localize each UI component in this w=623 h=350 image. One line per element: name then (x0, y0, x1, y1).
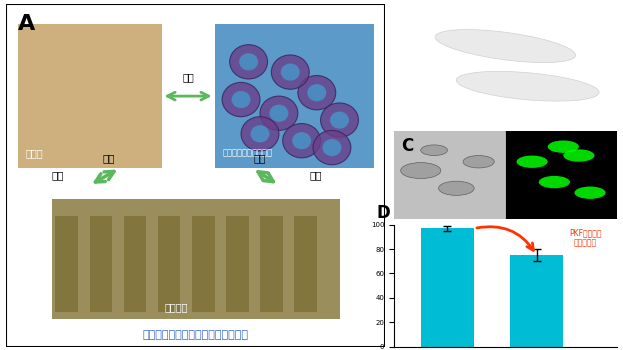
Bar (394, 131, 505, 219)
Bar (17, 24, 161, 168)
Circle shape (232, 91, 250, 108)
Circle shape (574, 187, 606, 199)
Circle shape (439, 181, 474, 195)
Bar (226, 216, 249, 312)
Bar (52, 199, 340, 319)
Circle shape (222, 82, 260, 117)
Bar (421, 229, 474, 346)
Circle shape (298, 76, 336, 110)
Text: 感染: 感染 (309, 170, 321, 180)
Bar (192, 216, 214, 312)
Bar (510, 255, 563, 346)
Circle shape (260, 96, 298, 131)
Circle shape (321, 103, 358, 137)
Circle shape (421, 145, 447, 155)
Circle shape (307, 84, 326, 101)
Bar (505, 131, 617, 219)
Circle shape (516, 155, 548, 168)
Text: 防御: 防御 (102, 153, 115, 163)
Text: 競争: 競争 (182, 72, 194, 82)
Circle shape (241, 117, 279, 151)
Circle shape (270, 105, 288, 122)
Circle shape (272, 55, 309, 89)
Bar (214, 24, 374, 168)
Text: D: D (376, 204, 390, 222)
Circle shape (330, 112, 349, 129)
Bar (90, 216, 112, 312)
Bar (55, 216, 78, 312)
Text: 寄生蜂: 寄生蜂 (25, 148, 43, 158)
Circle shape (463, 155, 494, 168)
Circle shape (281, 63, 300, 80)
Text: C: C (401, 137, 413, 155)
Circle shape (313, 131, 351, 165)
Ellipse shape (435, 30, 576, 63)
Circle shape (239, 53, 258, 70)
Circle shape (548, 140, 579, 153)
Text: ウイルスと寄生蜂とイモムシの関係: ウイルスと寄生蜂とイモムシの関係 (143, 330, 249, 340)
Text: PKFの発現を
阻害すると: PKFの発現を 阻害すると (569, 229, 602, 248)
Text: イモムシ: イモムシ (165, 302, 188, 312)
Text: 昆虫ポックスウイルス: 昆虫ポックスウイルス (222, 149, 272, 158)
Circle shape (292, 132, 311, 149)
Text: A: A (17, 14, 35, 34)
Circle shape (250, 125, 270, 142)
Circle shape (230, 45, 267, 79)
Circle shape (539, 176, 570, 188)
Ellipse shape (456, 71, 599, 101)
Circle shape (401, 163, 440, 178)
Bar (294, 216, 316, 312)
Text: B: B (401, 12, 413, 30)
Text: 防御: 防御 (254, 153, 266, 163)
Bar (260, 216, 283, 312)
Text: 寄生: 寄生 (52, 170, 64, 180)
Bar (123, 216, 146, 312)
Bar (158, 216, 181, 312)
Circle shape (563, 149, 594, 162)
Circle shape (323, 139, 341, 156)
Circle shape (283, 124, 321, 158)
